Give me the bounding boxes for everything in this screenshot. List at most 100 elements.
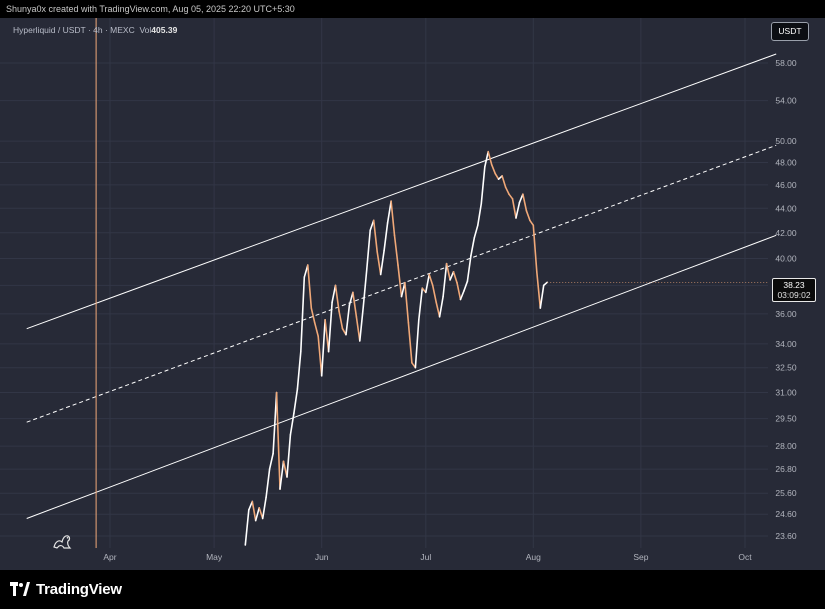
price-segment bbox=[345, 304, 351, 336]
y-tick-label: 40.00 bbox=[775, 254, 797, 264]
y-tick-label: 24.60 bbox=[775, 509, 797, 519]
price-segment bbox=[365, 229, 372, 270]
channel-midline bbox=[26, 144, 777, 423]
price-segment bbox=[254, 506, 261, 522]
footer: TradingView bbox=[10, 578, 122, 600]
price-segment bbox=[445, 262, 451, 281]
price-segment bbox=[289, 412, 295, 436]
price-segment bbox=[542, 281, 549, 287]
price-segment bbox=[379, 249, 385, 276]
last-price-value: 38.23 bbox=[783, 280, 805, 290]
last-price-tag: 38.23 03:09:02 bbox=[772, 278, 816, 302]
price-segment bbox=[404, 281, 410, 324]
price-segment bbox=[261, 496, 267, 520]
symbol-legend: Hyperliquid / USDT · 4h · MEXC Vol405.39 bbox=[13, 25, 177, 35]
price-segment bbox=[535, 271, 542, 309]
price-segment bbox=[487, 150, 493, 166]
y-tick-label: 31.00 bbox=[775, 388, 797, 398]
price-segment bbox=[504, 186, 510, 195]
price-segment bbox=[248, 500, 254, 511]
y-tick-label: 29.50 bbox=[775, 414, 797, 424]
price-segment bbox=[428, 273, 434, 287]
price-segment bbox=[529, 219, 535, 227]
currency-badge[interactable]: USDT bbox=[771, 22, 809, 41]
price-segment bbox=[372, 219, 379, 253]
price-segment bbox=[299, 276, 306, 353]
price-segment bbox=[532, 224, 538, 273]
volume-label: Vol bbox=[139, 25, 152, 35]
price-segment bbox=[515, 201, 521, 219]
price-segment bbox=[293, 388, 299, 415]
price-segment bbox=[244, 509, 250, 546]
price-segment bbox=[348, 291, 354, 307]
price-segment bbox=[279, 460, 285, 490]
price-segment bbox=[522, 193, 528, 212]
price-segment bbox=[456, 281, 462, 301]
price-segment bbox=[463, 280, 469, 292]
channel-lines[interactable] bbox=[26, 53, 777, 519]
price-segment bbox=[286, 434, 292, 478]
price-segment bbox=[324, 318, 330, 353]
price-segment bbox=[296, 350, 302, 390]
price-segment bbox=[511, 198, 517, 219]
chart-caption: Shunya0x created with TradingView.com, A… bbox=[6, 4, 295, 14]
tradingview-mascot-icon bbox=[53, 535, 72, 549]
x-tick-label: Jun bbox=[315, 552, 329, 562]
price-segment bbox=[452, 271, 458, 284]
y-tick-label: 26.80 bbox=[775, 464, 797, 474]
price-segment bbox=[480, 166, 486, 205]
price-segment bbox=[355, 315, 361, 342]
price-segment bbox=[265, 468, 271, 499]
price-segment bbox=[431, 284, 438, 304]
price-chart[interactable]: Apr May Jun Jul Aug Sep Oct 58.00 54.00 50.00 48.… bbox=[0, 18, 825, 570]
y-tick-label: 42.00 bbox=[775, 228, 797, 238]
price-segment bbox=[338, 310, 344, 330]
channel-boundary-line bbox=[26, 234, 777, 519]
price-segment bbox=[272, 391, 278, 455]
price-segment bbox=[268, 452, 274, 470]
x-tick-label: Sep bbox=[633, 552, 648, 562]
price-segment bbox=[483, 150, 490, 168]
x-tick-label: May bbox=[206, 552, 223, 562]
y-tick-label: 36.00 bbox=[775, 309, 797, 319]
price-segment bbox=[459, 290, 465, 301]
price-segment bbox=[417, 287, 424, 321]
y-tick-label: 54.00 bbox=[775, 96, 797, 106]
price-segment bbox=[424, 273, 431, 294]
price-segment bbox=[442, 262, 448, 298]
price-segment bbox=[358, 305, 365, 342]
x-tick-label: Apr bbox=[103, 552, 116, 562]
price-segment bbox=[397, 264, 403, 298]
price-segment bbox=[334, 284, 340, 312]
y-tick-label: 48.00 bbox=[775, 158, 797, 168]
y-tick-label: 34.00 bbox=[775, 339, 797, 349]
y-tick-label: 23.60 bbox=[775, 531, 797, 541]
price-segment bbox=[525, 209, 531, 222]
price-segment bbox=[518, 193, 524, 204]
plot-background bbox=[0, 18, 825, 570]
price-segment bbox=[449, 271, 455, 281]
price-segment bbox=[539, 284, 545, 309]
price-segment bbox=[386, 200, 392, 224]
y-tick-label: 28.00 bbox=[775, 441, 797, 451]
x-tick-label: Aug bbox=[526, 552, 541, 562]
grid-lines bbox=[0, 18, 768, 548]
y-tick-label: 50.00 bbox=[775, 136, 797, 146]
price-segment bbox=[306, 264, 313, 309]
y-tick-label: 46.00 bbox=[775, 180, 797, 190]
price-segment bbox=[508, 193, 514, 200]
price-segment bbox=[494, 172, 500, 180]
price-segment bbox=[393, 234, 399, 266]
price-segment bbox=[317, 335, 323, 377]
price-series[interactable] bbox=[244, 150, 768, 546]
x-tick-label: Jul bbox=[420, 552, 431, 562]
tradingview-logo-icon bbox=[10, 582, 30, 596]
price-segment bbox=[320, 318, 326, 377]
price-segment bbox=[313, 321, 320, 338]
price-segment bbox=[310, 307, 316, 324]
bar-countdown: 03:09:02 bbox=[777, 290, 811, 300]
price-segment bbox=[435, 301, 441, 318]
price-segment bbox=[390, 200, 396, 237]
price-segment bbox=[473, 224, 479, 239]
price-segment bbox=[352, 291, 358, 318]
